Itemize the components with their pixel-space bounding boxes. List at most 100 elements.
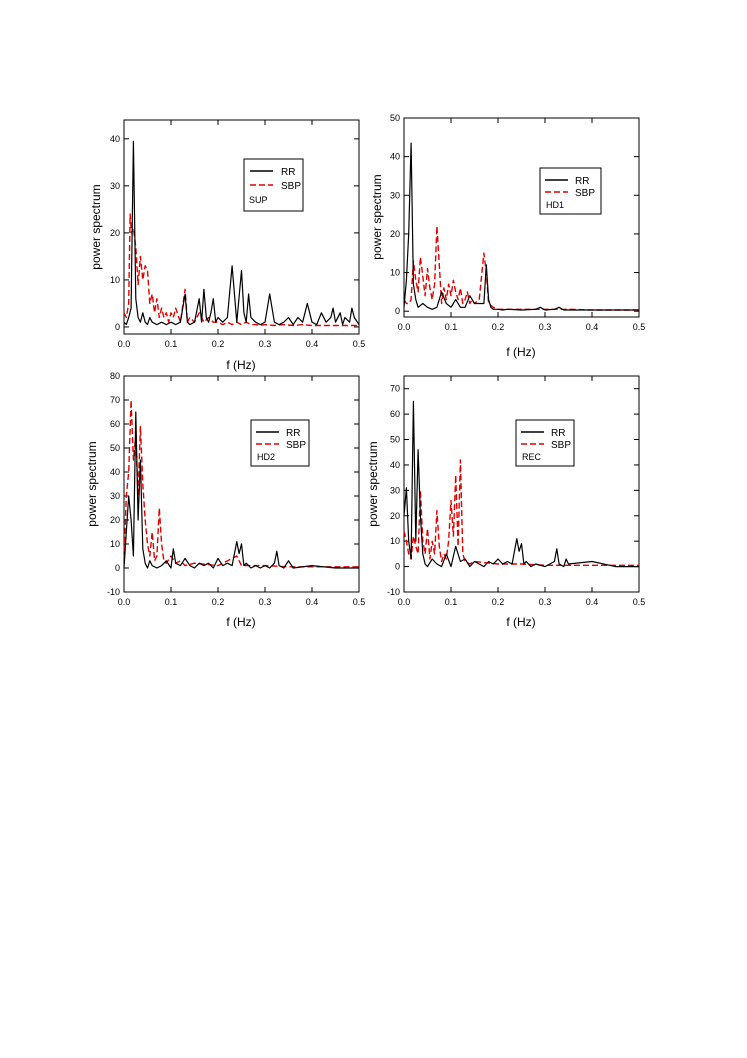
x-tick-label: 0.5 — [633, 322, 646, 332]
x-tick-label: 0.3 — [259, 339, 272, 349]
y-tick-label: 10 — [110, 275, 120, 285]
series-line-rr — [403, 400, 639, 568]
panel-marks: 0.0 0.1 0.2 0.3 0.4 0.5 0 10 20 30 40 50 — [390, 113, 645, 332]
legend-entry-sbp: SBP — [551, 440, 571, 451]
panel-sup: 0.0 0.1 0.2 0.3 0.4 0.5 0 10 20 30 40 f (Hz) power… — [89, 119, 365, 372]
series-line-sbp — [123, 213, 359, 327]
y-tick-label: 0 — [395, 562, 400, 572]
x-tick-label: 0.2 — [492, 597, 505, 607]
x-tick-label: 0.5 — [353, 597, 366, 607]
legend-entry-sbp: SBP — [286, 440, 306, 451]
x-tick-label: 0.4 — [586, 597, 599, 607]
y-tick-label: 30 — [110, 181, 120, 191]
legend-entry-rr: RR — [551, 428, 565, 439]
x-tick-label: 0.5 — [633, 597, 646, 607]
y-axis-label: power spectrum — [85, 441, 99, 526]
legend-condition-label: REC — [522, 452, 542, 462]
series-line-rr — [123, 411, 359, 569]
x-tick-label: 0.4 — [306, 339, 319, 349]
y-tick-label: 50 — [390, 435, 400, 445]
y-tick-label: 40 — [390, 460, 400, 470]
y-tick-label: 30 — [110, 491, 120, 501]
legend: RR SBP HD2 — [250, 419, 310, 467]
y-tick-label: 0 — [395, 306, 400, 316]
x-tick-label: 0.3 — [539, 597, 552, 607]
plot-frame — [403, 117, 640, 318]
y-axis-label: power spectrum — [89, 184, 103, 269]
plot-frame — [123, 119, 360, 335]
y-tick-label: 80 — [110, 371, 120, 381]
x-axis-label: f (Hz) — [506, 615, 535, 629]
y-tick-label: 30 — [390, 190, 400, 200]
y-tick-label: 20 — [390, 511, 400, 521]
legend-entry-sbp: SBP — [281, 181, 301, 192]
legend-box — [515, 419, 575, 467]
panel-hd1: 0.0 0.1 0.2 0.3 0.4 0.5 0 10 20 30 40 50 f (Hz) pow… — [370, 113, 645, 359]
x-tick-label: 0.0 — [118, 339, 131, 349]
y-tick-label: 20 — [110, 515, 120, 525]
x-tick-label: 0.0 — [398, 597, 411, 607]
legend: RR SBP HD1 — [539, 167, 602, 215]
legend-entry-rr: RR — [575, 176, 589, 187]
x-tick-label: 0.2 — [212, 339, 225, 349]
y-tick-label: 0 — [115, 322, 120, 332]
x-tick-label: 0.2 — [212, 597, 225, 607]
panel-marks: 0.0 0.1 0.2 0.3 0.4 0.5 -10 0 10 20 30 40 50 60 70 — [387, 376, 645, 607]
y-tick-label: 0 — [115, 563, 120, 573]
y-tick-label: 50 — [110, 443, 120, 453]
y-tick-label: 10 — [390, 536, 400, 546]
y-axis-label: power spectrum — [366, 441, 380, 526]
x-tick-label: 0.0 — [398, 322, 411, 332]
y-tick-label: 20 — [110, 228, 120, 238]
y-tick-label: 30 — [390, 485, 400, 495]
legend: RR SBP REC — [515, 419, 575, 467]
plot-frame — [123, 375, 360, 593]
series-line-sbp — [123, 399, 359, 568]
legend-condition-label: HD1 — [546, 200, 564, 210]
x-tick-label: 0.1 — [445, 322, 458, 332]
legend-condition-label: SUP — [249, 195, 268, 205]
legend-entry-rr: RR — [286, 428, 300, 439]
x-axis-label: f (Hz) — [226, 615, 255, 629]
legend-box — [539, 167, 602, 215]
x-axis-label: f (Hz) — [226, 358, 255, 372]
x-tick-label: 0.1 — [165, 597, 178, 607]
y-tick-label: 50 — [390, 113, 400, 123]
legend-entry-sbp: SBP — [575, 188, 595, 199]
panel-marks: 0.0 0.1 0.2 0.3 0.4 0.5 0 10 20 30 40 — [110, 120, 365, 349]
y-tick-label: 20 — [390, 229, 400, 239]
y-tick-label: 70 — [390, 384, 400, 394]
x-tick-label: 0.2 — [492, 322, 505, 332]
x-tick-label: 0.0 — [118, 597, 131, 607]
y-tick-label: 40 — [110, 467, 120, 477]
legend-box — [250, 419, 310, 467]
y-tick-label: 40 — [110, 134, 120, 144]
x-tick-label: 0.1 — [165, 339, 178, 349]
series-line-sbp — [403, 459, 639, 566]
panel-hd2: 0.0 0.1 0.2 0.3 0.4 0.5 -10 0 10 20 30 40 50 60 70 80 f… — [85, 371, 365, 629]
y-tick-label: -10 — [387, 587, 400, 597]
legend-condition-label: HD2 — [257, 452, 275, 462]
y-tick-label: 70 — [110, 395, 120, 405]
y-tick-label: -10 — [107, 587, 120, 597]
series-line-sbp — [403, 225, 639, 311]
y-tick-label: 60 — [110, 419, 120, 429]
panel-marks: 0.0 0.1 0.2 0.3 0.4 0.5 -10 0 10 20 30 40 50 60 70 80 — [107, 371, 365, 607]
y-axis-label: power spectrum — [370, 174, 384, 259]
x-tick-label: 0.5 — [353, 339, 366, 349]
x-tick-label: 0.4 — [306, 597, 319, 607]
x-tick-label: 0.1 — [445, 597, 458, 607]
legend: RR SBP SUP — [243, 158, 304, 212]
y-tick-label: 10 — [390, 268, 400, 278]
x-axis-label: f (Hz) — [506, 345, 535, 359]
x-tick-label: 0.3 — [539, 322, 552, 332]
series-line-rr — [403, 142, 639, 311]
panel-rec: 0.0 0.1 0.2 0.3 0.4 0.5 -10 0 10 20 30 40 50 60 70 f (… — [366, 375, 645, 629]
x-tick-label: 0.4 — [586, 322, 599, 332]
y-tick-label: 40 — [390, 152, 400, 162]
y-tick-label: 10 — [110, 539, 120, 549]
legend-entry-rr: RR — [281, 167, 295, 178]
y-tick-label: 60 — [390, 409, 400, 419]
x-tick-label: 0.3 — [259, 597, 272, 607]
